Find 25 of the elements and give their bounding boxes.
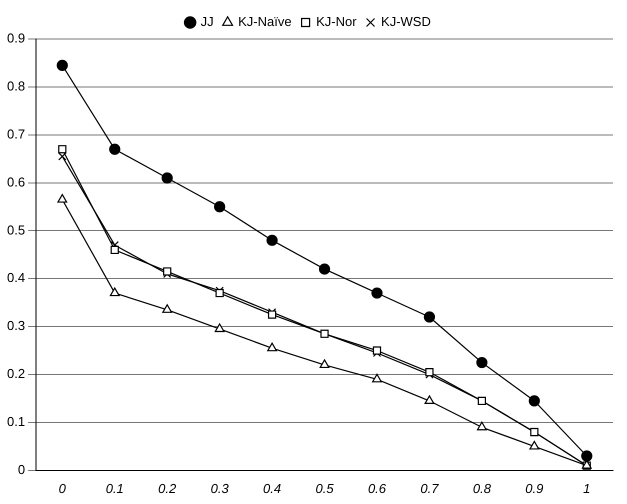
y-tick-label: 0.3 [6,318,26,334]
x-tick-label: 0.4 [263,480,282,496]
x-tick-label: 0.6 [368,480,387,496]
x-tick-label: 0.1 [106,480,124,496]
x-tick-label: 0.2 [158,480,177,496]
legend-label: JJ [200,14,214,30]
x-tick-label: 0.9 [525,480,544,496]
x-tick-label: 1 [583,480,590,496]
x-tick-label: 0.3 [210,480,230,496]
y-tick-label: 0.6 [6,174,26,190]
x-tick-label: 0.8 [472,480,492,496]
y-tick-label: 0.5 [6,222,26,238]
y-tick-label: 0.8 [6,78,26,94]
x-tick-label: 0.7 [420,480,440,496]
y-tick-label: 0.7 [6,126,26,142]
x-tick-label: 0.5 [315,480,334,496]
x-tick-label: 0 [58,480,67,496]
y-tick-label: 0.9 [6,30,26,46]
legend-label: KJ-Naïve [238,14,292,30]
legend-label: KJ-Nor [316,14,358,30]
y-tick-label: 0.2 [6,366,26,382]
legend-label: KJ-WSD [381,14,431,30]
y-tick-label: 0.1 [6,414,26,430]
y-tick-label: 0.4 [6,270,26,286]
y-tick-label: 0 [18,462,26,477]
